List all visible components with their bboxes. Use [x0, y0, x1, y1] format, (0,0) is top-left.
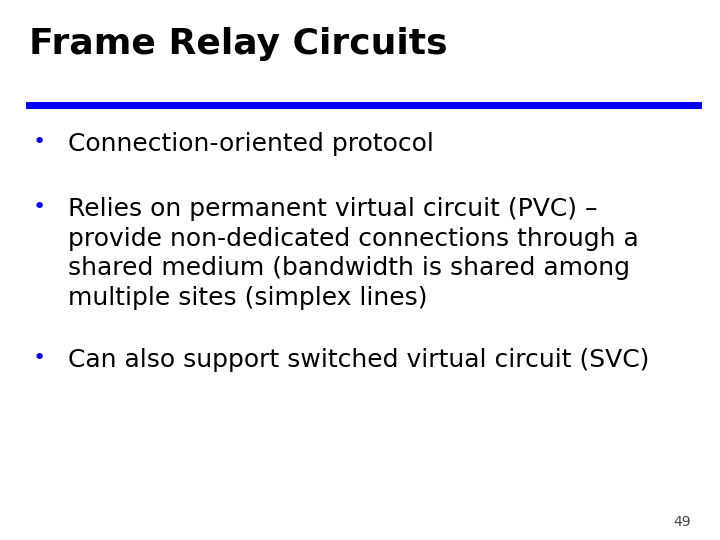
- Text: •: •: [33, 348, 46, 368]
- Text: •: •: [33, 132, 46, 152]
- Text: Relies on permanent virtual circuit (PVC) –
provide non-dedicated connections th: Relies on permanent virtual circuit (PVC…: [68, 197, 639, 310]
- Text: •: •: [33, 197, 46, 217]
- Text: 49: 49: [674, 515, 691, 529]
- Text: Can also support switched virtual circuit (SVC): Can also support switched virtual circui…: [68, 348, 649, 372]
- Text: Frame Relay Circuits: Frame Relay Circuits: [29, 27, 447, 61]
- Text: Connection-oriented protocol: Connection-oriented protocol: [68, 132, 434, 156]
